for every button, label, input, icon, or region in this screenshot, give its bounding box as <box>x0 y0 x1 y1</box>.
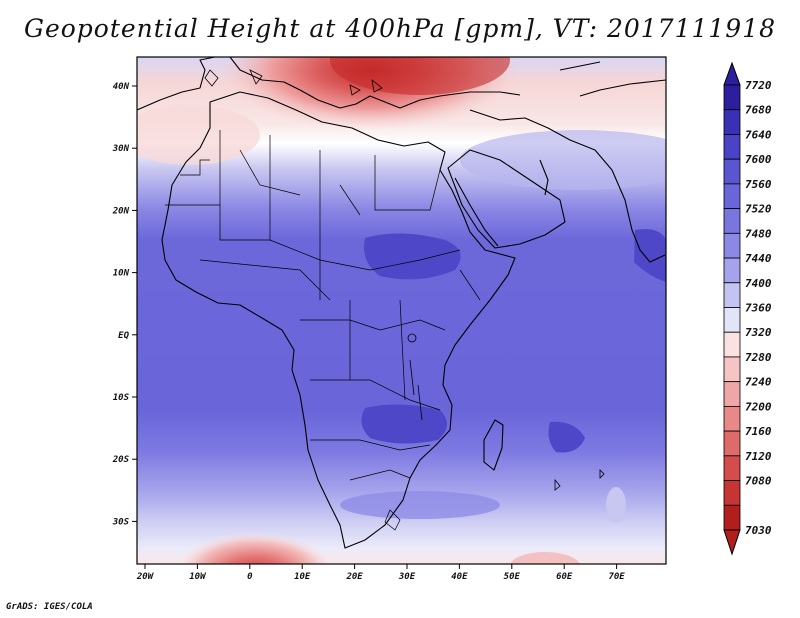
lon-tick-label: 20W <box>136 572 155 582</box>
colorbar-label: 7120 <box>745 450 772 463</box>
colorbar-swatch <box>723 331 741 358</box>
colorbar-label: 7480 <box>745 227 772 240</box>
lon-tick-label: 0 <box>247 572 253 582</box>
map-frame <box>136 56 667 565</box>
colorbar-swatch <box>723 158 741 185</box>
lat-tick-label: 10S <box>113 393 130 403</box>
lon-tick-label: 10W <box>189 572 207 582</box>
colorbar-swatch <box>723 84 741 111</box>
lat-tick-label: 40N <box>113 82 130 92</box>
latitude-axis: 40N 30N 20N 10N EQ 10S 20S 30S <box>112 82 137 527</box>
lon-tick-label: 70E <box>608 572 625 582</box>
colorbar-swatch <box>723 430 741 457</box>
colorbar-label: 7400 <box>745 277 772 290</box>
colorbar-swatch <box>723 208 741 234</box>
lat-tick-label: 20N <box>112 206 130 216</box>
lat-tick-label: 30S <box>112 517 130 527</box>
colorbar-swatch <box>723 356 741 383</box>
lon-tick-label: 60E <box>556 572 573 582</box>
colorbar-label: 7240 <box>745 376 772 389</box>
country-borders <box>165 130 481 531</box>
colorbar-swatch <box>723 257 741 284</box>
colorbar-swatch <box>723 232 741 259</box>
colorbar-swatch <box>723 109 741 135</box>
height-field <box>137 57 666 564</box>
colorbar-label: 7600 <box>745 153 772 166</box>
colorbar: 7720 7680 7640 7600 7560 7520 7480 7440 7400 7360… <box>723 61 772 556</box>
colorbar-swatch <box>723 381 741 407</box>
lon-tick-label: 20E <box>345 572 363 582</box>
lat-tick-label: 30N <box>112 144 130 154</box>
colorbar-min-arrow <box>723 529 741 556</box>
colorbar-label: 7520 <box>745 203 772 216</box>
colorbar-label: 7560 <box>745 178 772 191</box>
colorbar-label: 7440 <box>745 252 772 265</box>
colorbar-label: 7160 <box>745 425 772 438</box>
colorbar-swatch <box>723 504 741 531</box>
islands-and-lakes <box>204 69 605 491</box>
lat-tick-label: 20S <box>112 455 130 465</box>
colorbar-swatch <box>723 134 741 160</box>
colorbar-swatch <box>723 282 741 308</box>
lat-tick-label: 10N <box>113 269 130 279</box>
colorbar-label: 7200 <box>745 400 772 413</box>
colorbar-label: 7360 <box>745 302 772 315</box>
colorbar-label: 7280 <box>745 351 772 364</box>
lat-tick-label: EQ <box>118 331 129 341</box>
colorbar-swatch <box>723 455 741 481</box>
grads-credit: GrADS: IGES/COLA <box>6 602 93 612</box>
lon-tick-label: 50E <box>504 572 521 582</box>
colorbar-swatch <box>723 307 741 333</box>
colorbar-label: 7080 <box>745 475 772 488</box>
colorbar-swatch <box>723 405 741 432</box>
lon-tick-label: 30E <box>398 572 416 582</box>
colorbar-max-arrow <box>723 61 741 86</box>
colorbar-label: 7320 <box>745 326 772 339</box>
colorbar-label: 7720 <box>745 79 772 92</box>
colorbar-swatch <box>723 480 741 506</box>
lon-tick-label: 40E <box>451 572 468 582</box>
map-title: Geopotential Height at 400hPa [gpm], VT:… <box>23 14 777 43</box>
longitude-axis: 20W 10W 0 10E 20E 30E 40E 50E 60E 70E <box>136 564 625 582</box>
colorbar-swatch <box>723 183 741 210</box>
colorbar-label: 7680 <box>745 104 772 117</box>
colorbar-label: 7030 <box>745 524 772 537</box>
lon-tick-label: 10E <box>294 572 311 582</box>
colorbar-label: 7640 <box>745 128 772 141</box>
